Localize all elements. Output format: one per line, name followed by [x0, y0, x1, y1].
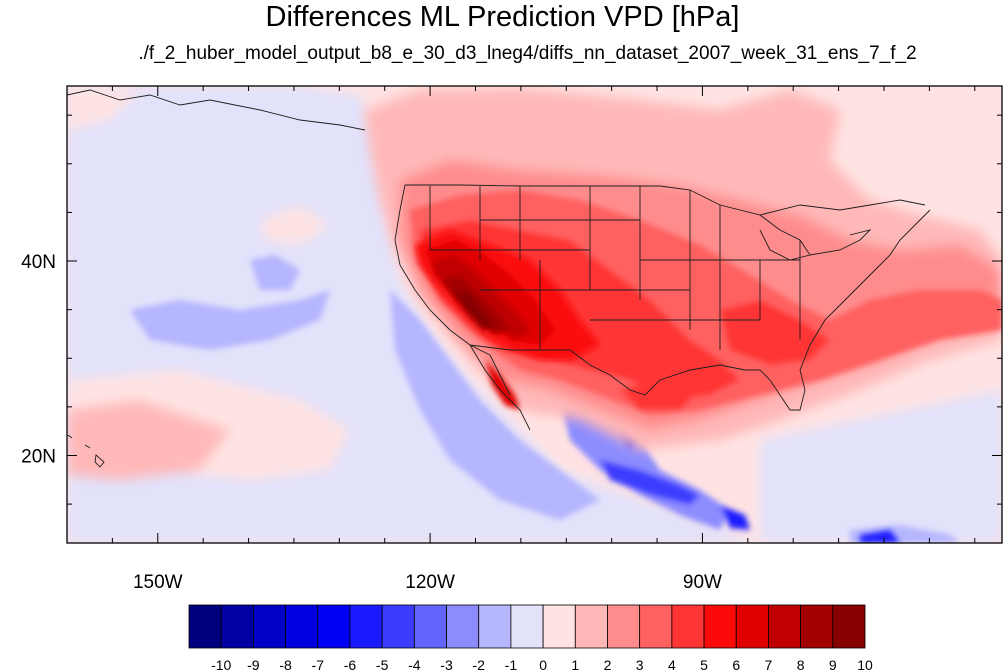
colorbar-label: -5	[376, 657, 389, 672]
positive-field-core	[415, 230, 600, 410]
colorbar-swatch	[220, 604, 254, 649]
map-area	[67, 86, 1002, 543]
colorbar-label: 3	[636, 657, 644, 672]
map-subtitle: ./f_2_huber_model_output_b8_e_30_d3_lneg…	[138, 43, 917, 64]
colorbar-swatch	[188, 604, 222, 649]
colorbar-swatch	[542, 604, 576, 649]
colorbar-swatch	[285, 604, 319, 649]
colorbar-swatch	[252, 604, 286, 649]
colorbar-swatch	[768, 604, 802, 649]
colorbar-label: 4	[668, 657, 676, 672]
colorbar-label: 8	[797, 657, 805, 672]
colorbar-swatch	[413, 604, 447, 649]
colorbar-label: -1	[505, 657, 518, 672]
lon-tick-label: 150W	[133, 572, 183, 593]
colorbar-swatch	[446, 604, 480, 649]
gulf-coast	[644, 364, 806, 411]
lat-tick-label: 20N	[21, 446, 56, 467]
atlantic-coast	[799, 209, 931, 371]
colorbar-swatch	[800, 604, 834, 649]
colorbar-swatch	[381, 604, 415, 649]
axis-ticks	[66, 86, 1002, 543]
colorbar-label: 10	[857, 657, 873, 672]
colorbar-swatch	[510, 604, 544, 649]
map-frame	[66, 85, 1003, 544]
colorbar-swatch	[478, 604, 512, 649]
colorbar-swatch	[607, 604, 641, 649]
hawaii-islands	[67, 434, 105, 468]
lon-tick-label: 120W	[405, 572, 455, 593]
map-title: Differences ML Prediction VPD [hPa]	[265, 1, 740, 33]
colorbar-label: 1	[571, 657, 579, 672]
colorbar-swatch	[735, 604, 769, 649]
pacific-pink-patches	[67, 86, 350, 480]
colorbar-label: 2	[604, 657, 612, 672]
colorbar-label: -2	[472, 657, 485, 672]
colorbar-swatch	[703, 604, 737, 649]
colorbar-label: 5	[700, 657, 708, 672]
us-west-coast	[394, 184, 491, 356]
colorbar-label: 0	[539, 657, 547, 672]
colorbar-label: -3	[440, 657, 453, 672]
colorbar-label: 7	[765, 657, 773, 672]
lat-tick-label: 40N	[21, 252, 56, 273]
colorbar-label: -4	[408, 657, 421, 672]
alaska-coast	[67, 89, 366, 131]
colorbar-swatch	[574, 604, 608, 649]
colorbar-label: 9	[829, 657, 837, 672]
colorbar-label: -8	[279, 657, 292, 672]
colorbar-label: -10	[211, 657, 231, 672]
great-lakes	[759, 214, 872, 261]
colorbar-label: -9	[247, 657, 260, 672]
lon-tick-label: 90W	[683, 572, 722, 593]
us-mexico-border	[469, 344, 646, 396]
colorbar-label: -6	[344, 657, 357, 672]
colorbar-swatch	[671, 604, 705, 649]
colorbar-label: -7	[312, 657, 325, 672]
colorbar-label: 6	[732, 657, 740, 672]
colorbar: -10 -9 -8 -7 -6 -5 -4 -3 -2 -1 0 1 2 3 4 5 6 7 8 9 10	[188, 604, 873, 672]
country-state-borders	[67, 89, 931, 468]
colorbar-swatch	[832, 604, 866, 649]
axis-labels: 150W 120W 90W 40N 20N	[21, 252, 722, 593]
colorbar-swatch	[349, 604, 383, 649]
colorbar-swatch	[639, 604, 673, 649]
state-lines	[429, 186, 801, 350]
baja-california	[469, 344, 531, 431]
colorbar-swatch	[317, 604, 351, 649]
